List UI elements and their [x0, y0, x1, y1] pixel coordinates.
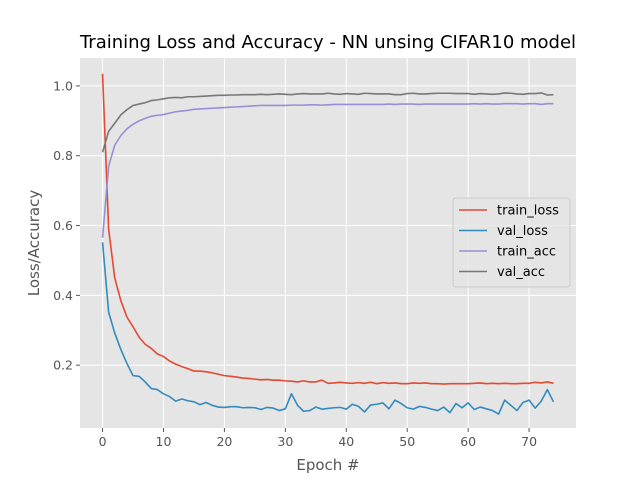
series-line-train-loss	[101, 73, 554, 385]
x-axis-label: Epoch #	[296, 456, 359, 474]
legend-label: val_acc	[497, 265, 545, 280]
series-line-val-loss	[101, 242, 555, 415]
legend-label: val_loss	[497, 224, 548, 239]
y-axis-label: Loss/Accuracy	[25, 190, 43, 297]
legend: train_loss val_loss train_acc val_acc	[452, 197, 571, 288]
x-tick-label: 60	[460, 434, 476, 449]
x-tick-label: 0	[99, 434, 107, 449]
series-lines	[101, 73, 555, 415]
x-tick-label: 40	[338, 434, 354, 449]
x-tick-label: 30	[277, 434, 293, 449]
legend-label: train_acc	[497, 245, 556, 260]
x-tick-label: 50	[399, 434, 415, 449]
x-tick-label: 20	[216, 434, 232, 449]
axis-ticks: 0 10 20 30 40 50 60 70 0.2 0.4 0.6 0.8 1.0	[53, 78, 537, 449]
series-line-train-acc	[101, 102, 554, 238]
y-tick-label: 0.8	[53, 148, 73, 163]
y-tick-label: 1.0	[53, 78, 73, 93]
series-line-val-acc	[101, 92, 554, 153]
x-tick-label: 70	[521, 434, 537, 449]
legend-label: train_loss	[497, 204, 559, 219]
y-tick-label: 0.2	[53, 358, 73, 373]
chart-title: Training Loss and Accuracy - NN unsing C…	[79, 32, 576, 53]
y-tick-label: 0.6	[53, 218, 73, 233]
legend-box	[452, 197, 571, 288]
x-tick-label: 10	[156, 434, 172, 449]
y-tick-label: 0.4	[53, 288, 73, 303]
